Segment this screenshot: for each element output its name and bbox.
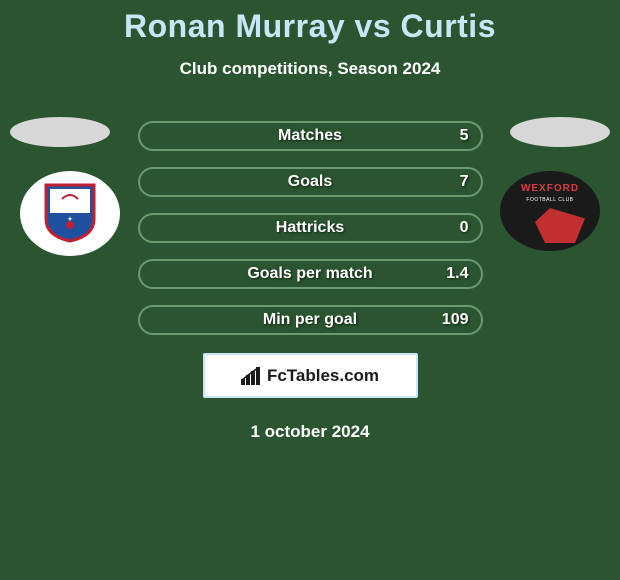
stat-value-right: 0 [460, 219, 469, 237]
shield-icon: ✦ [42, 181, 98, 243]
club-badge-right: WEXFORD FOOTBALL CLUB [500, 171, 600, 256]
player-avatar-left [10, 117, 110, 147]
player-avatar-right [510, 117, 610, 147]
stat-label: Hattricks [276, 219, 344, 237]
club-right-name: WEXFORD [500, 183, 600, 194]
brand-text: FcTables.com [241, 366, 379, 386]
stat-label: Goals [288, 173, 332, 191]
club-badge-right-bg: WEXFORD FOOTBALL CLUB [500, 171, 600, 251]
stat-row-matches: Matches 5 [138, 121, 483, 151]
stat-row-gpm: Goals per match 1.4 [138, 259, 483, 289]
stat-value-right: 7 [460, 173, 469, 191]
club-right-graphic [535, 208, 585, 243]
stat-label: Matches [278, 127, 342, 145]
infographic-container: Ronan Murray vs Curtis Club competitions… [0, 0, 620, 442]
title: Ronan Murray vs Curtis [0, 8, 620, 45]
subtitle: Club competitions, Season 2024 [0, 59, 620, 79]
stat-rows: Matches 5 Goals 7 Hattricks 0 Goals per … [138, 121, 483, 335]
stat-row-goals: Goals 7 [138, 167, 483, 197]
stat-row-mpg: Min per goal 109 [138, 305, 483, 335]
brand-box: FcTables.com [203, 353, 418, 398]
stat-value-right: 5 [460, 127, 469, 145]
stats-area: ✦ WEXFORD FOOTBALL CLUB Matches 5 Goals … [0, 121, 620, 442]
stat-value-right: 1.4 [446, 265, 468, 283]
stat-label: Goals per match [247, 265, 372, 283]
date-text: 1 october 2024 [0, 422, 620, 442]
club-badge-left: ✦ [20, 171, 120, 256]
stat-value-right: 109 [442, 311, 469, 329]
bar-chart-icon [241, 367, 263, 385]
club-badge-left-bg: ✦ [20, 171, 120, 256]
stat-label: Min per goal [263, 311, 357, 329]
stat-row-hattricks: Hattricks 0 [138, 213, 483, 243]
brand-label: FcTables.com [267, 366, 379, 386]
club-right-subname: FOOTBALL CLUB [500, 197, 600, 203]
